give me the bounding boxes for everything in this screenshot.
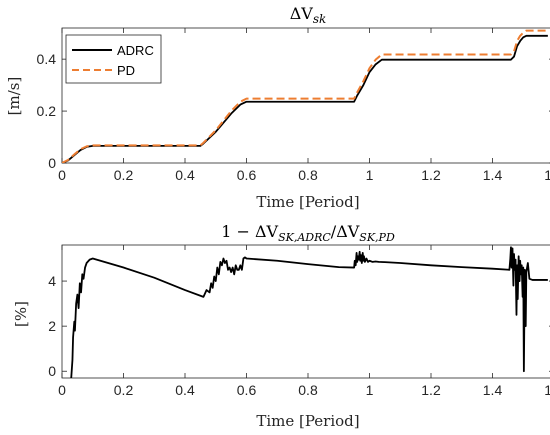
x-tick-label: 1.4	[483, 382, 503, 398]
x-tick-label: 1.4	[483, 167, 503, 183]
x-tick-label: 0.2	[114, 167, 134, 183]
x-tick-label: 0.8	[298, 167, 318, 183]
chart-percent-difference: 1 − ΔVSK,ADRC/ΔVSK,PD 0 0.2 0.4 0.6 0.8 1 1.2 1…	[12, 222, 550, 430]
legend-label-adrc: ADRC	[117, 43, 154, 58]
x-axis-label: Time [Period]	[256, 412, 359, 430]
y-tick-label: 0.4	[37, 51, 57, 67]
x-tick-label: 1.2	[421, 167, 441, 183]
x-axis-label: Time [Period]	[256, 193, 359, 211]
axes-box	[61, 244, 550, 379]
x-tick-label: 1	[366, 167, 374, 183]
y-tick-label: 0.2	[37, 103, 57, 119]
x-tick-label: 1.2	[421, 382, 441, 398]
x-tick-label: 1.6	[544, 167, 550, 183]
x-tick-label: 0.4	[175, 382, 195, 398]
y-axis-label: [%]	[12, 301, 30, 327]
chart-title: 1 − ΔVSK,ADRC/ΔVSK,PD	[221, 222, 395, 244]
x-tick-label: 0.6	[237, 382, 257, 398]
legend-label-pd: PD	[117, 63, 135, 78]
y-tick-label: 0	[48, 363, 56, 379]
x-tick-label: 0.2	[114, 382, 134, 398]
y-tick-label: 0	[48, 155, 56, 171]
y-axis-label: [m/s]	[5, 77, 23, 116]
x-tick-label: 0.8	[298, 382, 318, 398]
chart-title: ΔVsk	[290, 4, 327, 26]
y-tick-label: 2	[48, 318, 56, 334]
x-tick-label: 0.6	[237, 167, 257, 183]
legend: ADRC PD	[65, 34, 162, 84]
x-tick-label: 0.4	[175, 167, 195, 183]
legend-box	[65, 34, 162, 84]
x-tick-label: 1.6	[544, 382, 550, 398]
plot-area: 0 0.2 0.4 0.6 0.8 1 1.2 1.4 1.6 0 2 4	[48, 244, 550, 398]
chart-delta-v: ΔVsk 0 0.2 0.4 0.6 0.8 1 1.2 1.4 1.6 0 0.2 0.4 Time…	[5, 4, 550, 211]
series-line-pd	[62, 29, 548, 163]
series-line-difference	[70, 246, 548, 378]
y-tick-label: 4	[48, 273, 56, 289]
x-tick-label: 0	[58, 167, 66, 183]
x-tick-label: 0	[58, 382, 66, 398]
x-tick-label: 1	[366, 382, 374, 398]
